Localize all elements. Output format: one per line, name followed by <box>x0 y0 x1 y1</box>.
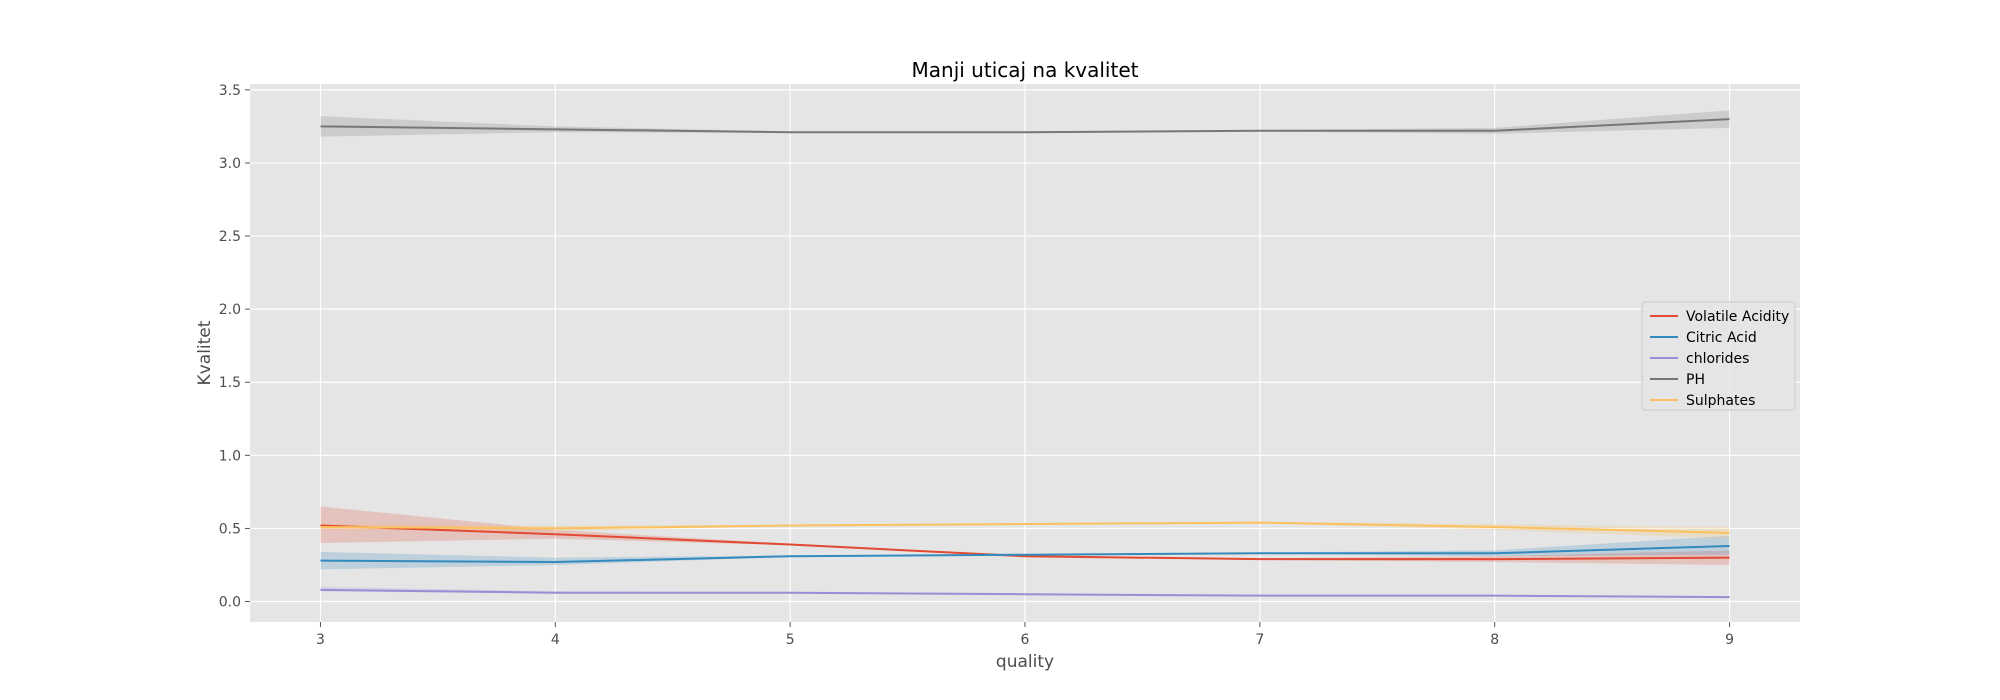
legend-entry: Sulphates <box>1686 393 1755 409</box>
x-axis-label: quality <box>996 652 1054 672</box>
series-lines <box>320 118 1730 599</box>
x-tick-label: 7 <box>1255 632 1264 648</box>
series-line-ph <box>320 118 1730 134</box>
x-axis: 3 4 5 6 7 8 9 <box>316 622 1734 648</box>
y-tick-label: 1.0 <box>219 448 241 464</box>
y-axis: 0.0 0.5 1.0 1.5 2.0 2.5 3.0 3.5 <box>219 83 250 611</box>
series-line-volatile-acidity <box>320 524 1730 561</box>
y-tick-label: 1.5 <box>219 375 241 391</box>
y-tick-label: 2.0 <box>219 302 241 318</box>
series-line-citric-acid <box>320 544 1730 564</box>
chart-title: Manji uticaj na kvalitet <box>912 58 1139 82</box>
y-tick-label: 3.0 <box>219 156 241 172</box>
legend-box <box>1641 301 1796 411</box>
x-tick-label: 8 <box>1490 632 1499 648</box>
legend: Volatile Acidity Citric Acid chlorides PH Su… <box>1641 301 1796 411</box>
y-tick-label: 0.5 <box>219 521 241 537</box>
series-line-sulphates <box>320 521 1730 534</box>
legend-entry: Volatile Acidity <box>1686 309 1789 325</box>
legend-entry: chlorides <box>1686 351 1749 367</box>
y-axis-label: Kvalitet <box>195 320 215 385</box>
y-tick-label: 3.5 <box>219 83 241 99</box>
x-tick-label: 3 <box>316 632 325 648</box>
x-tick-label: 4 <box>551 632 560 648</box>
y-tick-label: 0.0 <box>219 595 241 611</box>
legend-entry: PH <box>1686 372 1705 388</box>
x-tick-label: 5 <box>786 632 795 648</box>
y-tick-label: 2.5 <box>219 229 241 245</box>
x-tick-label: 9 <box>1725 632 1734 648</box>
x-tick-label: 6 <box>1021 632 1030 648</box>
legend-entry: Citric Acid <box>1686 330 1757 346</box>
series-line-chlorides <box>320 588 1730 599</box>
